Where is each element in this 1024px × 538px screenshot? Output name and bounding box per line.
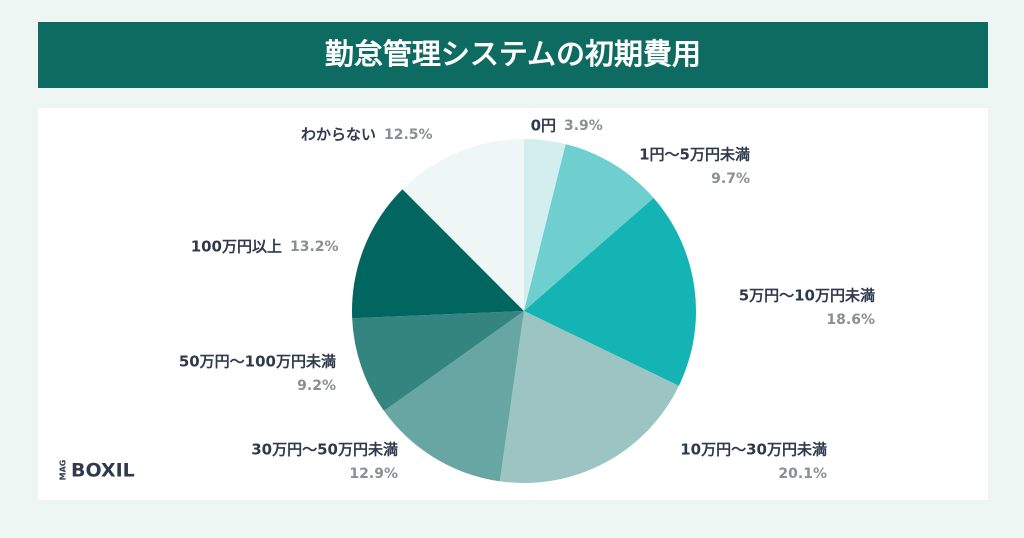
chart-title: 勤怠管理システムの初期費用 bbox=[325, 37, 701, 71]
slice-value: 12.9% bbox=[349, 466, 398, 482]
slice-value: 18.6% bbox=[826, 312, 875, 328]
slice-value: 3.9% bbox=[564, 118, 603, 134]
pie-slice bbox=[383, 311, 524, 482]
brand-name: BOXIL bbox=[71, 460, 135, 482]
slice-label: 100万円以上 bbox=[191, 238, 282, 256]
slice-label: 30万円〜50万円未満 bbox=[251, 441, 398, 459]
pie-slice bbox=[352, 189, 524, 319]
title-banner bbox=[38, 22, 988, 88]
slice-label: わからない bbox=[301, 126, 376, 144]
slice-value: 9.2% bbox=[297, 378, 336, 394]
slice-value: 13.2% bbox=[290, 239, 339, 255]
pie-slice bbox=[352, 311, 524, 411]
labels: 0円 3.9% 1円〜5万円未満 9.7% 5万円〜10万円未満 18.6% 10万円〜30… bbox=[179, 117, 875, 483]
pie-slice bbox=[402, 139, 524, 311]
slice-value: 9.7% bbox=[711, 171, 750, 187]
slice-label: 10万円〜30万円未満 bbox=[680, 441, 827, 459]
brand-mag: MAG bbox=[59, 460, 68, 481]
slice-label: 5万円〜10万円未満 bbox=[739, 287, 875, 305]
slice-label: 50万円〜100万円未満 bbox=[179, 353, 336, 371]
slice-label: 1円〜5万円未満 bbox=[639, 146, 750, 164]
pie-slice bbox=[524, 144, 654, 311]
pie-slice bbox=[524, 197, 696, 386]
pie-slice bbox=[524, 139, 566, 311]
pie-slice bbox=[499, 311, 679, 483]
slice-label: 0円 bbox=[531, 117, 556, 135]
slice-value: 12.5% bbox=[384, 127, 433, 143]
pie bbox=[352, 139, 696, 483]
slice-value: 20.1% bbox=[778, 466, 827, 482]
